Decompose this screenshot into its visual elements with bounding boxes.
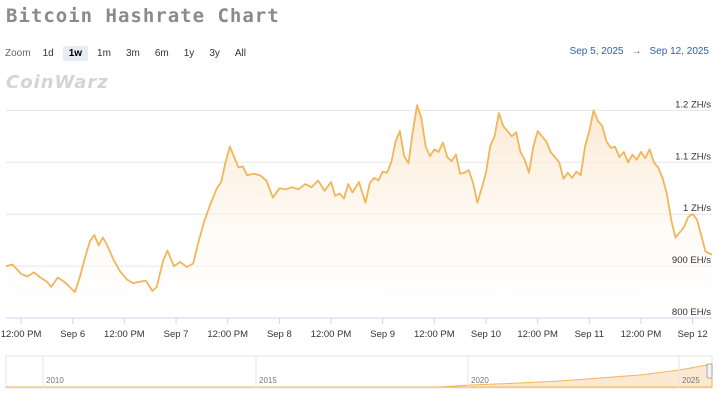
x-tick-label: 12:00 PM bbox=[1, 329, 42, 340]
x-tick-label: Sep 6 bbox=[60, 329, 85, 340]
x-tick-label: Sep 8 bbox=[267, 329, 292, 340]
navigator[interactable]: 2010 2015 2020 2025 bbox=[5, 355, 713, 389]
navigator-labels: 2010 2015 2020 2025 bbox=[42, 356, 700, 388]
x-tick-label: 12:00 PM bbox=[517, 329, 558, 340]
zoom-1y-button[interactable]: 1y bbox=[183, 47, 195, 59]
zoom-1w-button[interactable]: 1w bbox=[62, 45, 89, 61]
navigator-area bbox=[6, 363, 713, 388]
x-tick-label: 12:00 PM bbox=[311, 329, 352, 340]
navigator-year-label: 2010 bbox=[46, 376, 64, 385]
y-axis-labels: 800 EH/s 900 EH/s 1 ZH/s 1.1 ZH/s 1.2 ZH/s bbox=[672, 99, 711, 318]
range-to[interactable]: Sep 12, 2025 bbox=[649, 46, 710, 57]
zoom-1d-button[interactable]: 1d bbox=[42, 47, 54, 59]
x-tick-label: Sep 9 bbox=[370, 329, 395, 340]
zoom-label: Zoom bbox=[5, 47, 31, 59]
navigator-year-label: 2015 bbox=[259, 376, 277, 385]
y-tick-label: 900 EH/s bbox=[672, 255, 711, 266]
y-tick-label: 1 ZH/s bbox=[683, 203, 711, 214]
coinwarz-watermark-logo: CoinWarz bbox=[6, 72, 109, 93]
navigator-year-label: 2020 bbox=[471, 376, 489, 385]
zoom-6m-button[interactable]: 6m bbox=[154, 47, 169, 59]
x-axis-labels: 12:00 PM Sep 6 12:00 PM Sep 7 12:00 PM Sep 8 1… bbox=[1, 318, 708, 340]
y-tick-label: 800 EH/s bbox=[672, 307, 711, 318]
navigator-year-label: 2025 bbox=[682, 376, 700, 385]
x-tick-label: Sep 7 bbox=[164, 329, 189, 340]
y-tick-label: 1.1 ZH/s bbox=[675, 151, 711, 162]
x-tick-label: Sep 12 bbox=[678, 329, 708, 340]
navigator-handle[interactable] bbox=[706, 363, 713, 379]
x-tick-label: 12:00 PM bbox=[207, 329, 248, 340]
x-tick-label: 12:00 PM bbox=[104, 329, 145, 340]
hashrate-series-line bbox=[5, 104, 713, 293]
zoom-1m-button[interactable]: 1m bbox=[97, 47, 111, 59]
zoom-bar: Zoom 1d 1w 1m 3m 6m 1y 3y All bbox=[5, 44, 255, 62]
x-tick-label: 12:00 PM bbox=[621, 329, 662, 340]
y-tick-label: 1.2 ZH/s bbox=[675, 99, 711, 110]
zoom-all-button[interactable]: All bbox=[234, 47, 246, 59]
x-tick-label: Sep 10 bbox=[471, 329, 501, 340]
zoom-3m-button[interactable]: 3m bbox=[125, 47, 140, 59]
x-tick-label: 12:00 PM bbox=[414, 329, 455, 340]
x-tick-label: Sep 11 bbox=[575, 329, 604, 340]
range-from[interactable]: Sep 5, 2025 bbox=[569, 46, 624, 57]
date-range: Sep 5, 2025 → Sep 12, 2025 bbox=[570, 46, 709, 57]
zoom-3y-button[interactable]: 3y bbox=[209, 47, 220, 59]
range-arrow-icon: → bbox=[631, 46, 642, 57]
page-title: Bitcoin Hashrate Chart bbox=[6, 5, 280, 27]
